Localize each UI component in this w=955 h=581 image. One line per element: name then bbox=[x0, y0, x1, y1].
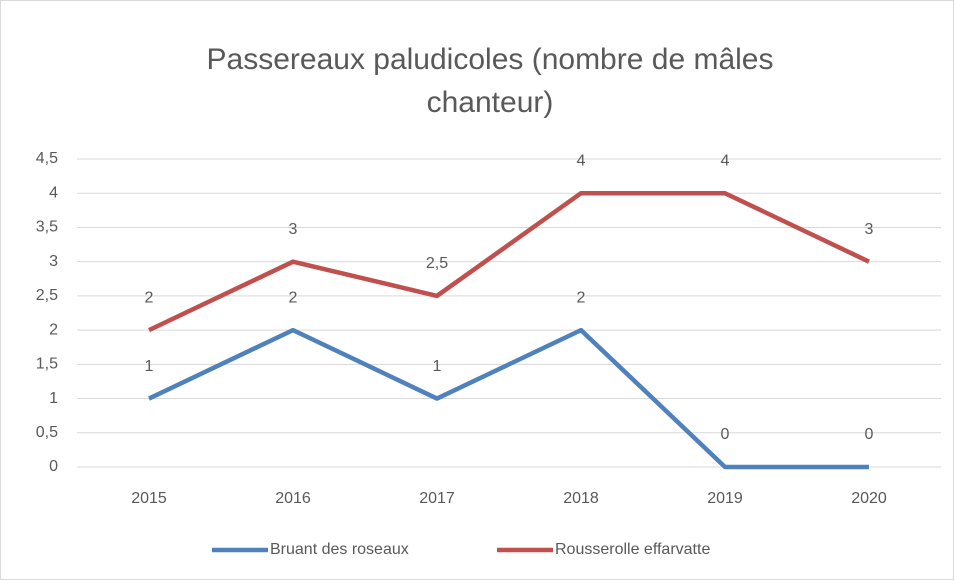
data-label: 4 bbox=[577, 152, 586, 169]
series-line bbox=[148, 190, 870, 333]
y-tick-label: 0,5 bbox=[36, 424, 58, 441]
legend-label: Bruant des roseaux bbox=[270, 541, 409, 558]
y-tick-label: 0 bbox=[49, 458, 58, 475]
y-tick-label: 4 bbox=[49, 184, 58, 201]
data-label: 0 bbox=[865, 426, 874, 443]
x-tick-label: 2016 bbox=[275, 490, 311, 507]
data-label: 2,5 bbox=[426, 255, 448, 272]
data-label: 3 bbox=[289, 221, 298, 238]
y-tick-label: 4,5 bbox=[36, 150, 58, 167]
data-label: 1 bbox=[433, 358, 442, 375]
x-tick-label: 2020 bbox=[851, 490, 887, 507]
data-label: 2 bbox=[145, 289, 154, 306]
x-tick-label: 2019 bbox=[707, 490, 743, 507]
y-tick-label: 2,5 bbox=[36, 287, 58, 304]
data-label: 4 bbox=[721, 152, 730, 169]
data-label: 1 bbox=[145, 358, 154, 375]
data-label: 2 bbox=[289, 289, 298, 306]
x-tick-label: 2015 bbox=[131, 490, 167, 507]
y-tick-label: 1,5 bbox=[36, 356, 58, 373]
y-tick-label: 3,5 bbox=[36, 219, 58, 236]
y-tick-label: 1 bbox=[49, 390, 58, 407]
x-tick-label: 2018 bbox=[563, 490, 599, 507]
data-label: 3 bbox=[865, 221, 874, 238]
data-label: 0 bbox=[721, 426, 730, 443]
chart-title: Passereaux paludicoles (nombre de mâles … bbox=[206, 43, 774, 119]
y-tick-label: 3 bbox=[49, 253, 58, 270]
legend-label: Rousserolle effarvatte bbox=[555, 541, 710, 558]
y-tick-label: 2 bbox=[49, 321, 58, 338]
x-tick-label: 2017 bbox=[419, 490, 455, 507]
series-line bbox=[148, 327, 869, 470]
data-label: 2 bbox=[577, 289, 586, 306]
